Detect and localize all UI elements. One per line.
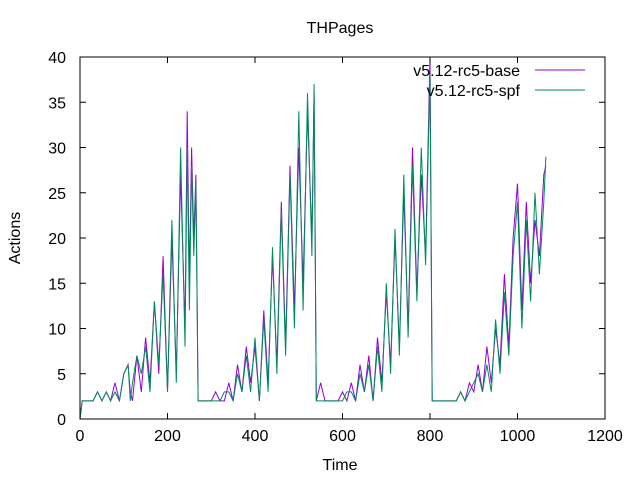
legend-label: v5.12-rc5-base xyxy=(413,63,520,80)
y-tick-label: 40 xyxy=(48,50,66,67)
series-line-base xyxy=(79,56,547,420)
x-tick-label: 0 xyxy=(76,428,85,445)
x-tick-label: 1000 xyxy=(500,428,536,445)
x-tick-label: 400 xyxy=(242,428,269,445)
series-line-spf xyxy=(79,75,547,420)
y-tick-label: 0 xyxy=(57,412,66,429)
ticks-layer: 0 200 400 600 800 1000 1200 0 5 10 15 20 25 30 35 40 xyxy=(48,50,623,445)
x-tick-label: 200 xyxy=(154,428,181,445)
y-tick-label: 10 xyxy=(48,322,66,339)
legend: v5.12-rc5-base v5.12-rc5-spf xyxy=(413,63,585,100)
y-tick-label: 30 xyxy=(48,141,66,158)
chart-title: THPages xyxy=(307,20,374,37)
x-tick-label: 1200 xyxy=(587,428,623,445)
y-tick-label: 35 xyxy=(48,95,66,112)
y-tick-label: 15 xyxy=(48,276,66,293)
x-axis-label: Time xyxy=(323,457,358,474)
x-tick-label: 800 xyxy=(417,428,444,445)
y-tick-label: 5 xyxy=(57,367,66,384)
series-layer xyxy=(79,56,547,420)
plot-frame xyxy=(79,56,606,420)
x-tick-label: 600 xyxy=(329,428,356,445)
legend-label: v5.12-rc5-spf xyxy=(427,83,521,100)
y-axis-label: Actions xyxy=(7,212,24,264)
y-tick-label: 25 xyxy=(48,186,66,203)
y-tick-label: 20 xyxy=(48,231,66,248)
